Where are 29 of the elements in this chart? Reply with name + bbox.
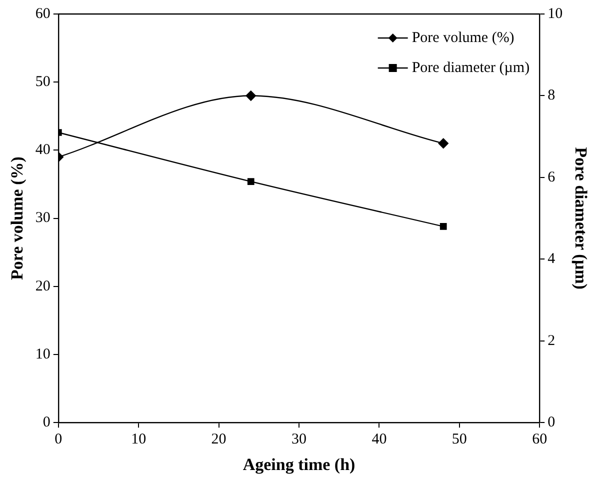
y2-tick-label: 0 <box>548 414 556 431</box>
x-tick-label: 60 <box>532 432 548 448</box>
point <box>247 178 254 185</box>
x-tick-label: 20 <box>211 432 226 448</box>
y-tick-label: 20 <box>35 278 50 294</box>
x-tick-label: 10 <box>131 432 146 448</box>
y2-tick-label: 8 <box>548 88 556 104</box>
y-tick-label: 50 <box>35 74 50 90</box>
y-tick-label: 0 <box>42 414 50 431</box>
y-tick-label: 40 <box>35 142 50 158</box>
y-tick-label: 10 <box>35 346 50 362</box>
y2-tick-label: 6 <box>548 169 556 186</box>
point <box>246 90 256 101</box>
y-tick-label: 60 <box>35 6 50 22</box>
y2-tick-label: 4 <box>548 251 556 268</box>
y2-tick-label: 2 <box>548 332 556 349</box>
legend-label: Pore diameter (µm) <box>412 60 530 76</box>
point <box>438 138 448 148</box>
point <box>440 223 447 230</box>
y-axis-title: Pore volume (%) <box>8 156 27 280</box>
x-tick-label: 0 <box>54 432 62 448</box>
x-tick-label: 40 <box>372 432 387 448</box>
legend-label: Pore volume (%) <box>412 30 514 46</box>
y-tick-label: 30 <box>35 210 50 226</box>
x-tick-label: 30 <box>292 432 306 448</box>
x-axis-title: Ageing time (h) <box>242 455 356 474</box>
y2-tick-label: 10 <box>548 6 563 22</box>
x-tick-label: 50 <box>452 432 467 448</box>
y2-axis-title: Pore diameter (µm) <box>571 147 590 290</box>
